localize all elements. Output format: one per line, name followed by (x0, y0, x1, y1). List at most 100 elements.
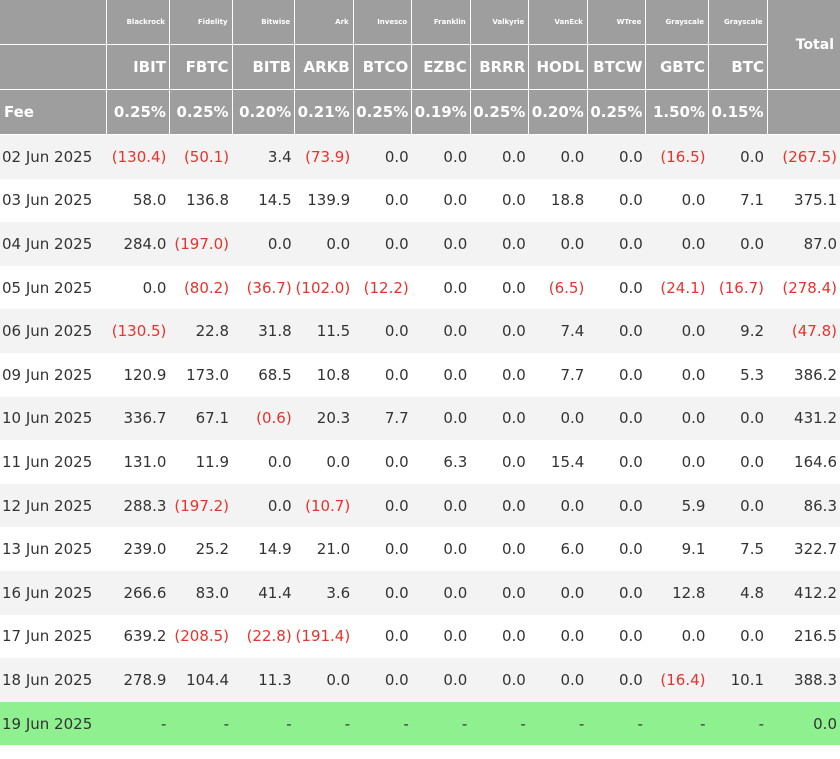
flow-value-cell: 0.0 (411, 396, 471, 441)
fee-header-cell: 0.20% (232, 89, 296, 135)
total-value-cell: 87.0 (767, 222, 840, 266)
total-value-cell: 216.5 (767, 614, 840, 659)
date-cell: 06 Jun 2025 (0, 309, 107, 353)
total-value-cell: (47.8) (767, 309, 840, 353)
date-cell: 12 Jun 2025 (0, 483, 107, 528)
flow-value-cell: (208.5) (169, 614, 233, 659)
flow-value-cell: - (528, 701, 588, 746)
flow-value-cell: 0.0 (411, 527, 471, 571)
flow-value-cell: 0.0 (587, 265, 646, 310)
flow-value-cell: (191.4) (294, 614, 354, 659)
flow-value-cell: 104.4 (169, 658, 233, 702)
table-row: 16 Jun 2025 266.6 83.0 41.4 3.6 0.0 0.0 0.0 0.0 0… (0, 570, 840, 615)
flow-value-cell: 0.0 (645, 396, 709, 441)
issuer-header-cell: Grayscale (645, 0, 709, 45)
flow-value-cell: - (411, 701, 471, 746)
flow-value-cell: (80.2) (169, 265, 233, 310)
fee-header-cell: 1.50% (645, 89, 709, 135)
flow-value-cell: 0.0 (353, 352, 412, 397)
flow-value-cell: 288.3 (106, 483, 170, 528)
date-cell: 03 Jun 2025 (0, 178, 107, 223)
flow-value-cell: 0.0 (411, 265, 471, 310)
flow-value-cell: 0.0 (645, 440, 709, 484)
flow-value-cell: - (708, 701, 768, 746)
table-body: 02 Jun 2025 (130.4) (50.1) 3.4 (73.9) 0.0 0.0 0… (0, 134, 840, 746)
flow-value-cell: 0.0 (587, 483, 646, 528)
flow-value-cell: 0.0 (528, 396, 588, 441)
flow-value-cell: 0.0 (587, 527, 646, 571)
table-row: 06 Jun 2025 (130.5) 22.8 31.8 11.5 0.0 0.0 0.0 7… (0, 309, 840, 353)
flow-value-cell: 0.0 (587, 309, 646, 353)
flow-value-cell: (16.4) (645, 658, 709, 702)
flow-value-cell: - (232, 701, 295, 746)
total-value-cell: 412.2 (767, 570, 840, 615)
flow-value-cell: 0.0 (708, 134, 768, 179)
date-cell: 18 Jun 2025 (0, 658, 107, 702)
flow-value-cell: 0.0 (411, 134, 471, 179)
flow-value-cell: 0.0 (232, 440, 295, 484)
total-value-cell: 164.6 (767, 440, 840, 484)
flow-value-cell: 7.7 (353, 396, 412, 441)
flow-value-cell: - (470, 701, 529, 746)
date-cell: 16 Jun 2025 (0, 570, 107, 615)
flow-value-cell: 0.0 (587, 178, 646, 223)
flow-value-cell: 0.0 (708, 222, 768, 266)
flow-value-cell: 25.2 (169, 527, 233, 571)
flow-value-cell: 0.0 (294, 440, 354, 484)
flow-value-cell: 0.0 (470, 658, 529, 702)
flow-value-cell: 173.0 (169, 352, 233, 397)
flow-value-cell: 7.4 (528, 309, 588, 353)
flow-value-cell: (73.9) (294, 134, 354, 179)
flow-value-cell: 0.0 (106, 265, 170, 310)
flow-value-cell: 0.0 (470, 222, 529, 266)
fee-header-cell: 0.25% (353, 89, 413, 135)
flow-value-cell: (16.5) (645, 134, 709, 179)
table-row: 13 Jun 2025 239.0 25.2 14.9 21.0 0.0 0.0 0.0 6.0… (0, 527, 840, 571)
flow-value-cell: (102.0) (294, 265, 354, 310)
flow-value-cell: 0.0 (411, 614, 471, 659)
flow-value-cell: (16.7) (708, 265, 768, 310)
flow-value-cell: 0.0 (470, 570, 529, 615)
issuer-header-cell: Franklin (411, 0, 471, 45)
flow-value-cell: 0.0 (470, 527, 529, 571)
flow-value-cell: (22.8) (232, 614, 295, 659)
flow-value-cell: 21.0 (294, 527, 354, 571)
flow-value-cell: 10.8 (294, 352, 354, 397)
flow-value-cell: 0.0 (587, 134, 646, 179)
flow-value-cell: 0.0 (470, 483, 529, 528)
ticker-header-cell: BITB (232, 44, 296, 90)
ticker-header-cell: BRRR (470, 44, 530, 90)
fee-header-cell: 0.20% (528, 89, 588, 135)
fee-header-cell: 0.21% (294, 89, 354, 135)
ticker-header-row: IBIT FBTC BITB ARKB BTCO EZBC BRRR HODL BTCW GBTC… (0, 44, 840, 90)
table-row: 09 Jun 2025 120.9 173.0 68.5 10.8 0.0 0.0 0.0 7.… (0, 352, 840, 397)
flow-value-cell: 0.0 (708, 396, 768, 441)
total-value-cell: 386.2 (767, 352, 840, 397)
total-value-cell: 375.1 (767, 178, 840, 223)
flow-value-cell: 0.0 (645, 614, 709, 659)
flow-value-cell: 0.0 (470, 309, 529, 353)
ticker-header-cell: GBTC (645, 44, 709, 90)
flow-value-cell: 0.0 (411, 222, 471, 266)
flow-value-cell: (10.7) (294, 483, 354, 528)
flow-value-cell: 0.0 (411, 178, 471, 223)
flow-value-cell: (130.5) (106, 309, 170, 353)
flow-value-cell: (24.1) (645, 265, 709, 310)
flow-value-cell: 12.8 (645, 570, 709, 615)
header-blank-cell (0, 44, 108, 90)
total-header-cell: Total (767, 0, 840, 90)
flow-value-cell: 7.5 (708, 527, 768, 571)
flow-value-cell: 22.8 (169, 309, 233, 353)
flow-value-cell: 639.2 (106, 614, 170, 659)
table-header: Blackrock Fidelity Bitwise Ark Invesco Frankl… (0, 0, 840, 135)
table-row: 10 Jun 2025 336.7 67.1 (0.6) 20.3 7.7 0.0 0.0 0.… (0, 396, 840, 441)
flow-value-cell: 0.0 (587, 570, 646, 615)
flow-value-cell: 0.0 (470, 396, 529, 441)
fee-header-cell: 0.15% (708, 89, 768, 135)
flow-value-cell: 11.3 (232, 658, 295, 702)
flow-value-cell: 0.0 (353, 658, 412, 702)
flow-value-cell: (6.5) (528, 265, 588, 310)
issuer-header-cell: Fidelity (169, 0, 233, 45)
flow-value-cell: 0.0 (411, 309, 471, 353)
issuer-header-cell: Blackrock (106, 0, 170, 45)
